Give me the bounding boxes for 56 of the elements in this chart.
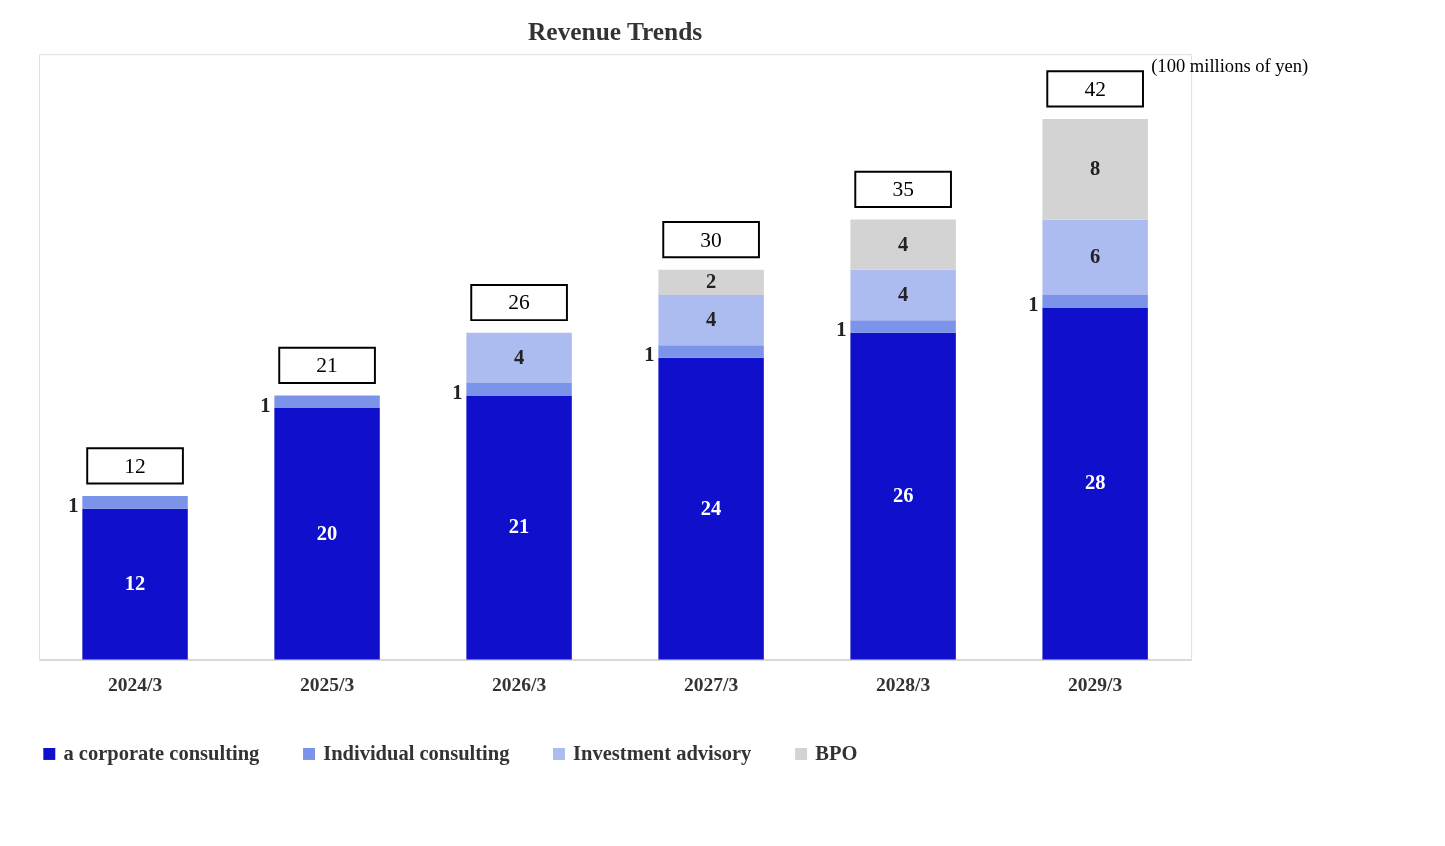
- bar: [850, 332, 956, 660]
- x-tick-label: 2026/3: [491, 674, 547, 696]
- bar: [82, 508, 188, 660]
- data-label: 24: [700, 496, 722, 519]
- data-label: 26: [892, 483, 914, 506]
- bar: [1042, 119, 1148, 220]
- total-label: 42: [1084, 76, 1106, 101]
- bar: [1042, 295, 1148, 308]
- legend-label: Individual consulting: [323, 741, 511, 765]
- bar: [274, 408, 380, 660]
- bar: [850, 320, 956, 333]
- data-label: 4: [705, 308, 717, 330]
- bar: [850, 219, 956, 270]
- data-label: 6: [1090, 245, 1101, 268]
- data-label: 2: [705, 270, 717, 293]
- data-label: 1: [68, 494, 79, 517]
- bar: [274, 395, 380, 409]
- data-label: 4: [898, 232, 909, 255]
- data-label: 1: [836, 318, 847, 341]
- data-label: 1: [644, 343, 655, 366]
- data-label: 12: [124, 571, 146, 594]
- total-label: 26: [508, 290, 531, 315]
- bar: [850, 269, 956, 321]
- x-tick-label: 2025/3: [299, 674, 355, 696]
- bar: [658, 295, 764, 346]
- bar: [1042, 307, 1148, 660]
- x-tick-label: 2027/3: [684, 674, 739, 696]
- bar: [82, 496, 188, 509]
- legend-label: BPO: [815, 741, 858, 764]
- data-label: 4: [513, 345, 525, 368]
- bar: [658, 345, 764, 358]
- bar: [466, 382, 572, 396]
- data-label: 20: [316, 521, 338, 544]
- text: (100 millions of yen): [1151, 54, 1309, 77]
- x-tick-label: 2024/3: [107, 674, 163, 696]
- data-label: 1: [260, 393, 271, 416]
- data-label: 8: [1090, 157, 1101, 180]
- legend-label: a corporate consulting: [63, 741, 261, 765]
- legend-label: Investment advisory: [573, 741, 753, 765]
- total-label: 12: [124, 453, 146, 478]
- data-label: 1: [452, 381, 463, 404]
- bar: [658, 357, 764, 660]
- total-label: 30: [700, 227, 722, 252]
- chart-title: Revenue Trends: [528, 16, 703, 45]
- x-tick-label: 2029/3: [1068, 674, 1123, 696]
- bar: [466, 332, 572, 383]
- bar: [1042, 219, 1148, 295]
- bar: [466, 395, 572, 660]
- data-label: 4: [898, 282, 909, 305]
- data-label: 28: [1084, 471, 1106, 494]
- data-label: 1: [1028, 293, 1039, 316]
- total-label: 35: [892, 177, 914, 202]
- bar: [658, 269, 764, 295]
- data-label: 21: [508, 515, 530, 538]
- x-tick-label: 2028/3: [876, 674, 931, 696]
- total-label: 21: [316, 353, 338, 378]
